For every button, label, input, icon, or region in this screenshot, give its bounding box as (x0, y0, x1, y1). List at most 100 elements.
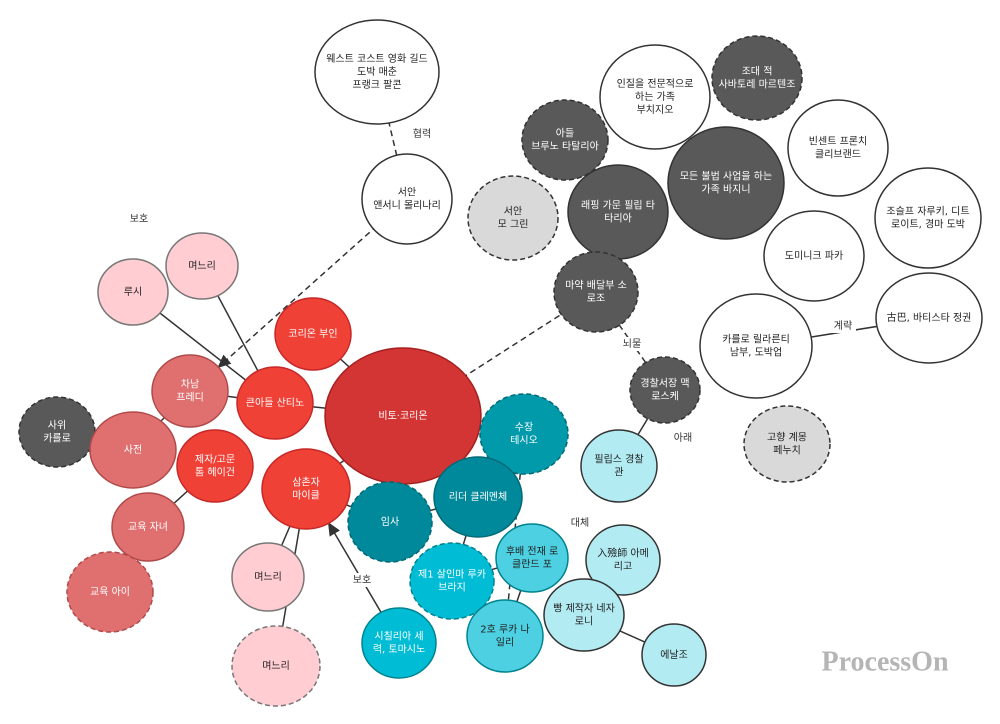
node: 필립스 경찰관 (580, 429, 658, 503)
node-label: 로니 (575, 616, 593, 628)
node-label: 클리브랜드 (815, 149, 861, 161)
node-label: 클란드 포 (512, 559, 552, 571)
node-label: 카를로 릴라른티 (722, 333, 790, 346)
node-label: 로스케 (651, 391, 679, 403)
node-label: 며느리 (262, 660, 290, 672)
edge-label-bg (567, 516, 593, 530)
node: 코리온 부인 (274, 297, 352, 371)
node-label: 리더 클레멘체 (449, 491, 507, 503)
node-shape (176, 429, 254, 503)
node: 며느리 (231, 625, 321, 707)
node-shape (274, 297, 352, 371)
node-label: 브루노 타탈리아 (531, 140, 599, 153)
node-label: 모든 불법 사업을 하는 (680, 170, 772, 183)
node-label: 카를로 (43, 433, 71, 445)
node-shape (314, 19, 440, 125)
node-shape (743, 405, 831, 483)
node-label: 고향 계몽 (767, 432, 807, 444)
node: 며느리 (165, 232, 239, 300)
node-label: 하는 가족 (635, 90, 675, 103)
node-shape (875, 272, 983, 364)
node: 루시 (97, 258, 169, 326)
node-label: 삼촌자 (292, 477, 320, 489)
node-label: 부치지오 (637, 104, 674, 116)
node-shape (231, 542, 305, 612)
node-label: 브라지 (438, 582, 466, 594)
node: 서안모 그린 (467, 175, 559, 261)
node-shape (466, 599, 544, 673)
node-label: 도박 매춘 (357, 66, 397, 78)
node-shape (347, 481, 433, 563)
node-label: 시칠리아 세 (374, 631, 423, 643)
node-shape (111, 492, 185, 562)
node-label: 관 (614, 467, 623, 479)
edge-label-bg (126, 212, 152, 226)
node-shape (361, 153, 453, 245)
node-shape (495, 523, 569, 593)
node-shape (641, 623, 707, 687)
node: 에날조 (641, 623, 707, 687)
node-label: 며느리 (254, 571, 282, 583)
node-label: 비토·코리온 (378, 410, 427, 422)
node-label: 入殮師 아메 (597, 547, 649, 560)
watermark: ProcessOn (821, 646, 948, 677)
node-shape (231, 625, 321, 707)
node-shape (433, 456, 523, 538)
node-label: 도미니크 파카 (785, 250, 843, 262)
node-label: 로이트, 경마 도박 (891, 218, 965, 231)
node: 시칠리아 세력, 토마시노 (361, 607, 437, 679)
edge-label: 협력 (413, 127, 431, 140)
node-label: 페누치 (773, 445, 801, 457)
node-shape (874, 167, 982, 269)
node-label: 제자/고문 (195, 454, 235, 466)
node-shape (763, 210, 865, 302)
node-label: 리고 (614, 561, 632, 573)
node-shape (361, 607, 437, 679)
edge-label-bg (830, 319, 856, 333)
node-label: 마약 배달부 소 (565, 280, 627, 292)
node-shape (409, 542, 495, 620)
node-shape (236, 366, 314, 440)
node-label: 웨스트 코스트 영화 길드 (326, 52, 428, 65)
node-label: 프레디 (176, 392, 204, 404)
node: 큰아들 산티노 (236, 366, 314, 440)
node-label: 로조 (587, 294, 605, 305)
node-shape (479, 393, 569, 475)
node-shape (66, 551, 154, 633)
edge-label: 보호 (130, 213, 148, 225)
node-shape (89, 411, 177, 489)
node: 며느리 (231, 542, 305, 612)
node-label: 조대 적 (742, 66, 773, 78)
node-label: 며느리 (188, 260, 216, 272)
node-label: 력, 토마시노 (373, 644, 425, 656)
node-shape (553, 251, 639, 333)
node-shape (667, 126, 785, 240)
node: 도미니크 파카 (763, 210, 865, 302)
node-label: 교육 아이 (90, 586, 130, 598)
node-label: 마이클 (292, 490, 320, 502)
node-shape (543, 578, 625, 652)
node-label: 루시 (124, 286, 142, 298)
node: 교육 아이 (66, 551, 154, 633)
node-label: 古巴, 바티스타 정권 (887, 311, 972, 324)
node: 2호 루카 나일리 (466, 599, 544, 673)
edge-label: 아래 (674, 432, 692, 444)
node-label: 래핑 가문 필립 타 (581, 199, 655, 212)
node-label: 사바토레 마르텐조 (719, 79, 796, 91)
node-shape (467, 175, 559, 261)
